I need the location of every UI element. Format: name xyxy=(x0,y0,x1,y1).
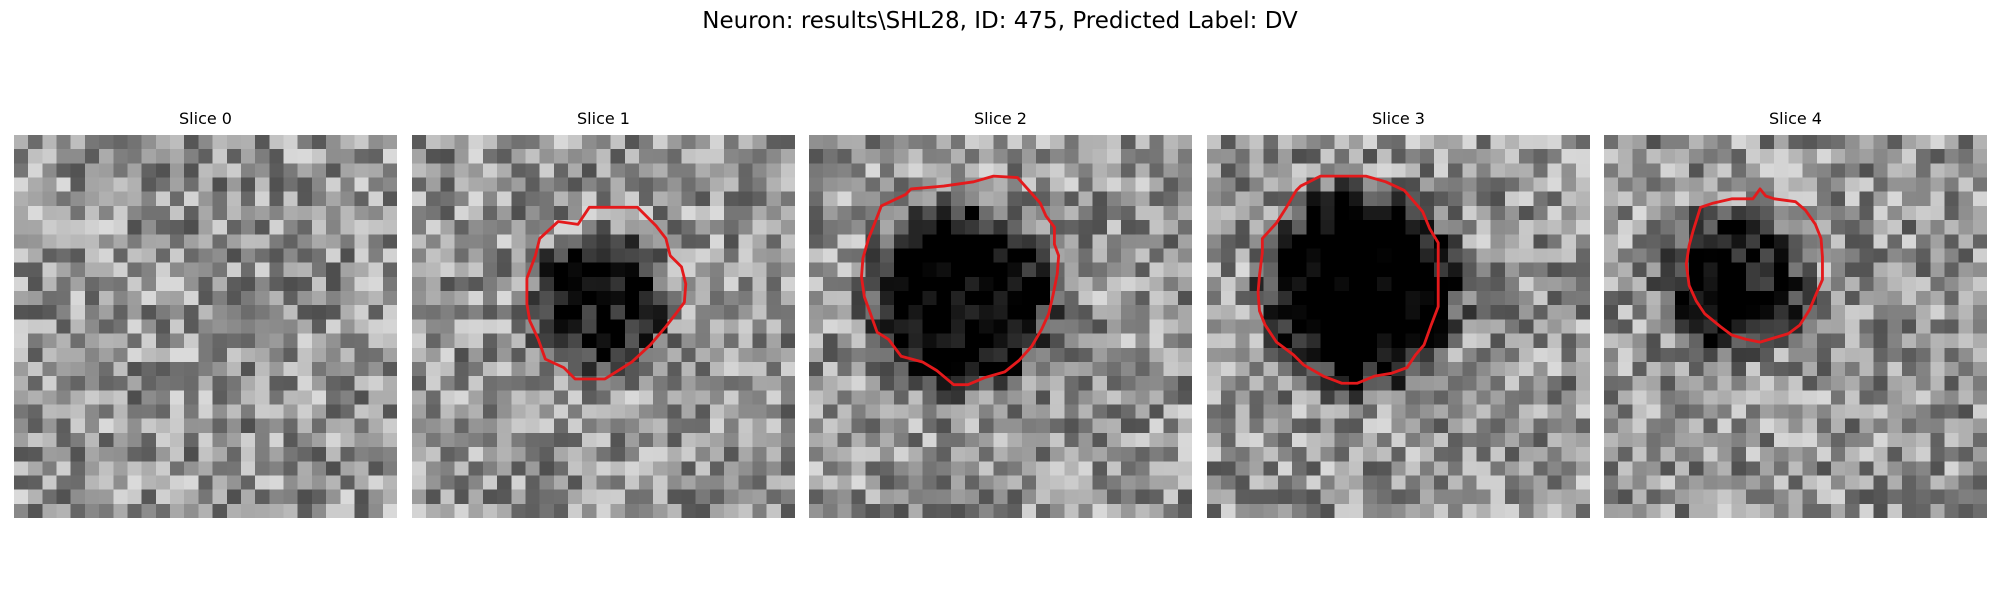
slice-image xyxy=(1207,135,1590,518)
contour-overlay xyxy=(525,205,688,381)
slice-title: Slice 0 xyxy=(179,109,232,128)
contour-overlay xyxy=(1256,174,1440,385)
figure-title: Neuron: results\SHL28, ID: 475, Predicte… xyxy=(702,8,1298,34)
slice-image-pixels xyxy=(14,135,397,518)
contour-overlay xyxy=(860,174,1061,387)
slice-title: Slice 3 xyxy=(1372,109,1425,128)
slice-panel-0: Slice 0 xyxy=(14,108,397,518)
contour-overlay xyxy=(14,135,397,518)
slice-panel-3: Slice 3 xyxy=(1207,108,1590,518)
slice-panel-4: Slice 4 xyxy=(1604,108,1987,518)
slice-image-pixels xyxy=(809,135,1192,518)
roi-contour xyxy=(1684,187,1824,344)
slice-image xyxy=(1604,135,1987,518)
roi-contour xyxy=(525,205,688,381)
slice-title: Slice 4 xyxy=(1769,109,1822,128)
slice-image xyxy=(14,135,397,518)
slice-title: Slice 1 xyxy=(577,109,630,128)
roi-contour xyxy=(860,174,1061,387)
slice-panel-2: Slice 2 xyxy=(809,108,1192,518)
slice-title: Slice 2 xyxy=(974,109,1027,128)
roi-contour xyxy=(1256,174,1440,385)
slice-image-pixels xyxy=(1207,135,1590,518)
slice-image-pixels xyxy=(412,135,795,518)
contour-overlay xyxy=(1684,187,1824,344)
slice-image xyxy=(809,135,1192,518)
slice-image xyxy=(412,135,795,518)
slice-panel-1: Slice 1 xyxy=(412,108,795,518)
